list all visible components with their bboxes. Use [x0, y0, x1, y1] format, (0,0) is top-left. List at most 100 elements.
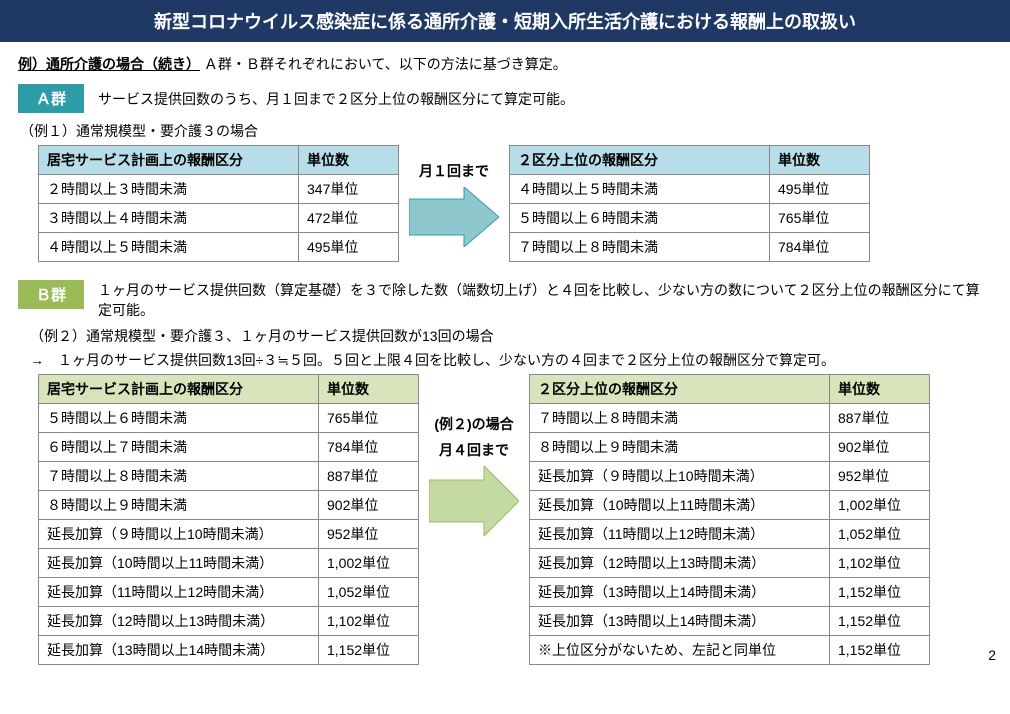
table-row: ８時間以上９時間未満902単位	[530, 433, 930, 462]
table-cell: 952単位	[830, 462, 930, 491]
page-title: 新型コロナウイルス感染症に係る通所介護・短期入所生活介護における報酬上の取扱い	[0, 0, 1010, 42]
arrow-b: (例２)の場合 月４回まで	[419, 414, 529, 536]
table-row: ４時間以上５時間未満495単位	[39, 233, 399, 262]
table-cell: 1,052単位	[830, 520, 930, 549]
table-cell: ３時間以上４時間未満	[39, 204, 299, 233]
example-heading: 例）通所介護の場合（続き） Ａ群・Ｂ群それぞれにおいて、以下の方法に基づき算定。	[18, 54, 992, 74]
table-header: ２区分上位の報酬区分	[530, 375, 830, 404]
table-cell: ４時間以上５時間未満	[39, 233, 299, 262]
example1-caption: （例１）通常規模型・要介護３の場合	[20, 121, 992, 141]
group-a-row: Ａ群 サービス提供回数のうち、月１回まで２区分上位の報酬区分にて算定可能。	[18, 84, 992, 113]
page-number: 2	[0, 647, 1010, 663]
table-cell: 1,002単位	[319, 549, 419, 578]
table-row: 延長加算（12時間以上13時間未満）1,102単位	[530, 549, 930, 578]
table-a-right: ２区分上位の報酬区分単位数４時間以上５時間未満495単位５時間以上６時間未満76…	[509, 145, 870, 262]
table-header: 居宅サービス計画上の報酬区分	[39, 375, 319, 404]
table-row: ３時間以上４時間未満472単位	[39, 204, 399, 233]
table-cell: 延長加算（12時間以上13時間未満）	[39, 607, 319, 636]
table-cell: 延長加算（10時間以上11時間未満）	[39, 549, 319, 578]
table-cell: 延長加算（９時間以上10時間未満）	[39, 520, 319, 549]
table-cell: 887単位	[830, 404, 930, 433]
group-b-label: Ｂ群	[18, 280, 84, 309]
table-row: 延長加算（10時間以上11時間未満）1,002単位	[530, 491, 930, 520]
table-cell: ５時間以上６時間未満	[39, 404, 319, 433]
table-cell: 1,102単位	[830, 549, 930, 578]
table-cell: 延長加算（13時間以上14時間未満）	[530, 578, 830, 607]
group-a-text: サービス提供回数のうち、月１回まで２区分上位の報酬区分にて算定可能。	[98, 89, 992, 109]
table-cell: 495単位	[299, 233, 399, 262]
table-row: 延長加算（９時間以上10時間未満）952単位	[39, 520, 419, 549]
table-row: 延長加算（13時間以上14時間未満）1,152単位	[530, 578, 930, 607]
table-cell: ７時間以上８時間未満	[510, 233, 770, 262]
table-header: 単位数	[770, 146, 870, 175]
table-row: 延長加算（10時間以上11時間未満）1,002単位	[39, 549, 419, 578]
table-cell: 765単位	[770, 204, 870, 233]
table-cell: 887単位	[319, 462, 419, 491]
table-header: 単位数	[319, 375, 419, 404]
arrow-a: 月１回まで	[399, 161, 509, 247]
group-b-row: Ｂ群 １ヶ月のサービス提供回数（算定基礎）を３で除した数（端数切上げ）と４回を比…	[18, 280, 992, 320]
table-row: ５時間以上６時間未満765単位	[39, 404, 419, 433]
table-header: 単位数	[830, 375, 930, 404]
table-cell: ７時間以上８時間未満	[530, 404, 830, 433]
arrow-a-label: 月１回まで	[419, 161, 489, 181]
table-cell: 1,152単位	[830, 578, 930, 607]
example2-caption1: （例２）通常規模型・要介護３、１ヶ月のサービス提供回数が13回の場合	[30, 326, 992, 346]
table-row: ７時間以上８時間未満887単位	[39, 462, 419, 491]
group-a-label: Ａ群	[18, 84, 84, 113]
table-cell: ８時間以上９時間未満	[530, 433, 830, 462]
table-row: ７時間以上８時間未満784単位	[510, 233, 870, 262]
arrow-b-label1: (例２)の場合	[434, 414, 513, 434]
table-cell: ６時間以上７時間未満	[39, 433, 319, 462]
table-cell: ７時間以上８時間未満	[39, 462, 319, 491]
table-cell: ２時間以上３時間未満	[39, 175, 299, 204]
example-rest: Ａ群・Ｂ群それぞれにおいて、以下の方法に基づき算定。	[204, 56, 567, 72]
table-row: ７時間以上８時間未満887単位	[530, 404, 930, 433]
group-b-text: １ヶ月のサービス提供回数（算定基礎）を３で除した数（端数切上げ）と４回を比較し、…	[98, 280, 992, 320]
example-prefix: 例）通所介護の場合（続き）	[18, 56, 200, 72]
table-cell: 347単位	[299, 175, 399, 204]
table-cell: 472単位	[299, 204, 399, 233]
arrow-a-icon	[409, 187, 499, 247]
table-cell: 902単位	[830, 433, 930, 462]
table-cell: 延長加算（13時間以上14時間未満）	[530, 607, 830, 636]
table-cell: ４時間以上５時間未満	[510, 175, 770, 204]
group-b-tables: 居宅サービス計画上の報酬区分単位数５時間以上６時間未満765単位６時間以上７時間…	[38, 374, 992, 665]
table-cell: 495単位	[770, 175, 870, 204]
table-row: ８時間以上９時間未満902単位	[39, 491, 419, 520]
table-cell: 1,152単位	[830, 607, 930, 636]
table-b-right: ２区分上位の報酬区分単位数７時間以上８時間未満887単位８時間以上９時間未満90…	[529, 374, 930, 665]
table-cell: 延長加算（11時間以上12時間未満）	[530, 520, 830, 549]
table-header: ２区分上位の報酬区分	[510, 146, 770, 175]
table-cell: ８時間以上９時間未満	[39, 491, 319, 520]
table-cell: 765単位	[319, 404, 419, 433]
arrow-b-label2: 月４回まで	[439, 440, 509, 460]
table-cell: 902単位	[319, 491, 419, 520]
table-a-left: 居宅サービス計画上の報酬区分単位数２時間以上３時間未満347単位３時間以上４時間…	[38, 145, 399, 262]
table-cell: 952単位	[319, 520, 419, 549]
group-a-tables: 居宅サービス計画上の報酬区分単位数２時間以上３時間未満347単位３時間以上４時間…	[38, 145, 992, 262]
table-b-left: 居宅サービス計画上の報酬区分単位数５時間以上６時間未満765単位６時間以上７時間…	[38, 374, 419, 665]
table-cell: 1,102単位	[319, 607, 419, 636]
table-cell: 延長加算（11時間以上12時間未満）	[39, 578, 319, 607]
table-header: 居宅サービス計画上の報酬区分	[39, 146, 299, 175]
table-row: 延長加算（11時間以上12時間未満）1,052単位	[39, 578, 419, 607]
table-cell: 784単位	[770, 233, 870, 262]
table-cell: 延長加算（10時間以上11時間未満）	[530, 491, 830, 520]
table-row: 延長加算（13時間以上14時間未満）1,152単位	[530, 607, 930, 636]
table-row: 延長加算（９時間以上10時間未満）952単位	[530, 462, 930, 491]
table-row: ６時間以上７時間未満784単位	[39, 433, 419, 462]
table-row: ５時間以上６時間未満765単位	[510, 204, 870, 233]
table-cell: 延長加算（９時間以上10時間未満）	[530, 462, 830, 491]
table-row: 延長加算（12時間以上13時間未満）1,102単位	[39, 607, 419, 636]
arrow-b-icon	[429, 466, 519, 536]
table-cell: 延長加算（12時間以上13時間未満）	[530, 549, 830, 578]
table-row: ２時間以上３時間未満347単位	[39, 175, 399, 204]
table-row: ４時間以上５時間未満495単位	[510, 175, 870, 204]
table-header: 単位数	[299, 146, 399, 175]
table-cell: 784単位	[319, 433, 419, 462]
table-cell: ５時間以上６時間未満	[510, 204, 770, 233]
example2-caption2: → １ヶ月のサービス提供回数13回÷３≒５回。５回と上限４回を比較し、少ない方の…	[30, 350, 992, 370]
table-row: 延長加算（11時間以上12時間未満）1,052単位	[530, 520, 930, 549]
table-cell: 1,052単位	[319, 578, 419, 607]
